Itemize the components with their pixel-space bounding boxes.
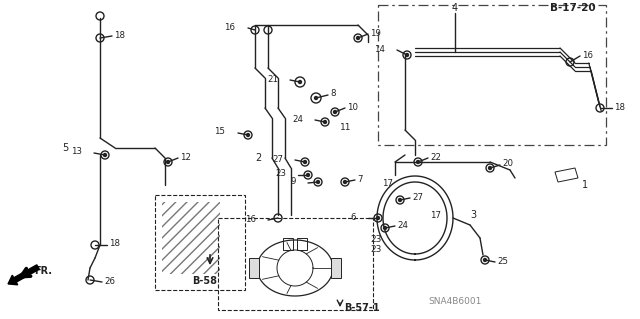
Circle shape	[344, 181, 346, 183]
Text: 8: 8	[330, 90, 335, 99]
Text: 4: 4	[452, 3, 458, 13]
Text: 5: 5	[62, 143, 68, 153]
Text: 23: 23	[275, 169, 286, 179]
Text: 24: 24	[292, 115, 303, 123]
Text: 9: 9	[291, 177, 296, 187]
Text: SNA4B6001: SNA4B6001	[428, 298, 482, 307]
Text: 11: 11	[340, 123, 351, 132]
Circle shape	[104, 153, 106, 157]
Bar	[218, 218, 373, 310]
Text: 23: 23	[370, 235, 381, 244]
Circle shape	[406, 54, 408, 56]
Circle shape	[383, 226, 387, 229]
Text: 14: 14	[374, 44, 385, 54]
Text: 27: 27	[272, 154, 283, 164]
Circle shape	[356, 36, 360, 40]
Text: 17: 17	[382, 179, 393, 188]
Text: 18: 18	[614, 102, 625, 112]
Circle shape	[417, 160, 419, 164]
Circle shape	[483, 258, 486, 262]
Circle shape	[314, 97, 317, 100]
Text: 3: 3	[470, 210, 476, 220]
Text: FR.: FR.	[34, 266, 52, 276]
Text: 16: 16	[224, 23, 235, 32]
Text: B-57-1: B-57-1	[344, 303, 380, 313]
Text: B-58: B-58	[192, 276, 217, 286]
Text: 15: 15	[214, 128, 225, 137]
Text: B-17-20: B-17-20	[550, 3, 596, 13]
Text: 18: 18	[114, 31, 125, 40]
Circle shape	[376, 217, 380, 219]
Text: 18: 18	[109, 240, 120, 249]
Bar	[162, 202, 220, 274]
Circle shape	[303, 160, 307, 164]
Text: 27: 27	[412, 192, 423, 202]
Text: 23: 23	[370, 246, 381, 255]
Circle shape	[246, 133, 250, 137]
Circle shape	[399, 198, 401, 202]
Text: 12: 12	[180, 152, 191, 161]
Bar	[155, 195, 245, 290]
Text: 1: 1	[582, 180, 588, 190]
Circle shape	[488, 167, 492, 169]
Bar	[331, 258, 341, 278]
Bar	[378, 5, 606, 145]
Text: 2: 2	[255, 153, 261, 163]
Text: 16: 16	[582, 50, 593, 60]
Bar	[283, 238, 293, 250]
Text: 16: 16	[245, 214, 256, 224]
Circle shape	[333, 110, 337, 114]
Text: 7: 7	[357, 174, 362, 183]
Text: 6: 6	[351, 212, 356, 221]
Circle shape	[166, 160, 170, 164]
Circle shape	[317, 181, 319, 183]
Text: 25: 25	[497, 256, 508, 265]
Text: 26: 26	[104, 277, 115, 286]
Text: 22: 22	[430, 152, 441, 161]
Text: 10: 10	[347, 102, 358, 112]
Bar	[249, 258, 259, 278]
Text: 19: 19	[370, 28, 381, 38]
Circle shape	[307, 174, 310, 176]
Text: 17: 17	[430, 211, 441, 219]
Circle shape	[298, 80, 301, 84]
FancyArrow shape	[8, 265, 39, 285]
Bar	[297, 238, 307, 250]
Text: 13: 13	[71, 147, 82, 157]
Text: 20: 20	[502, 160, 513, 168]
Circle shape	[323, 121, 326, 123]
Text: 21: 21	[267, 75, 278, 84]
Text: 24: 24	[397, 220, 408, 229]
